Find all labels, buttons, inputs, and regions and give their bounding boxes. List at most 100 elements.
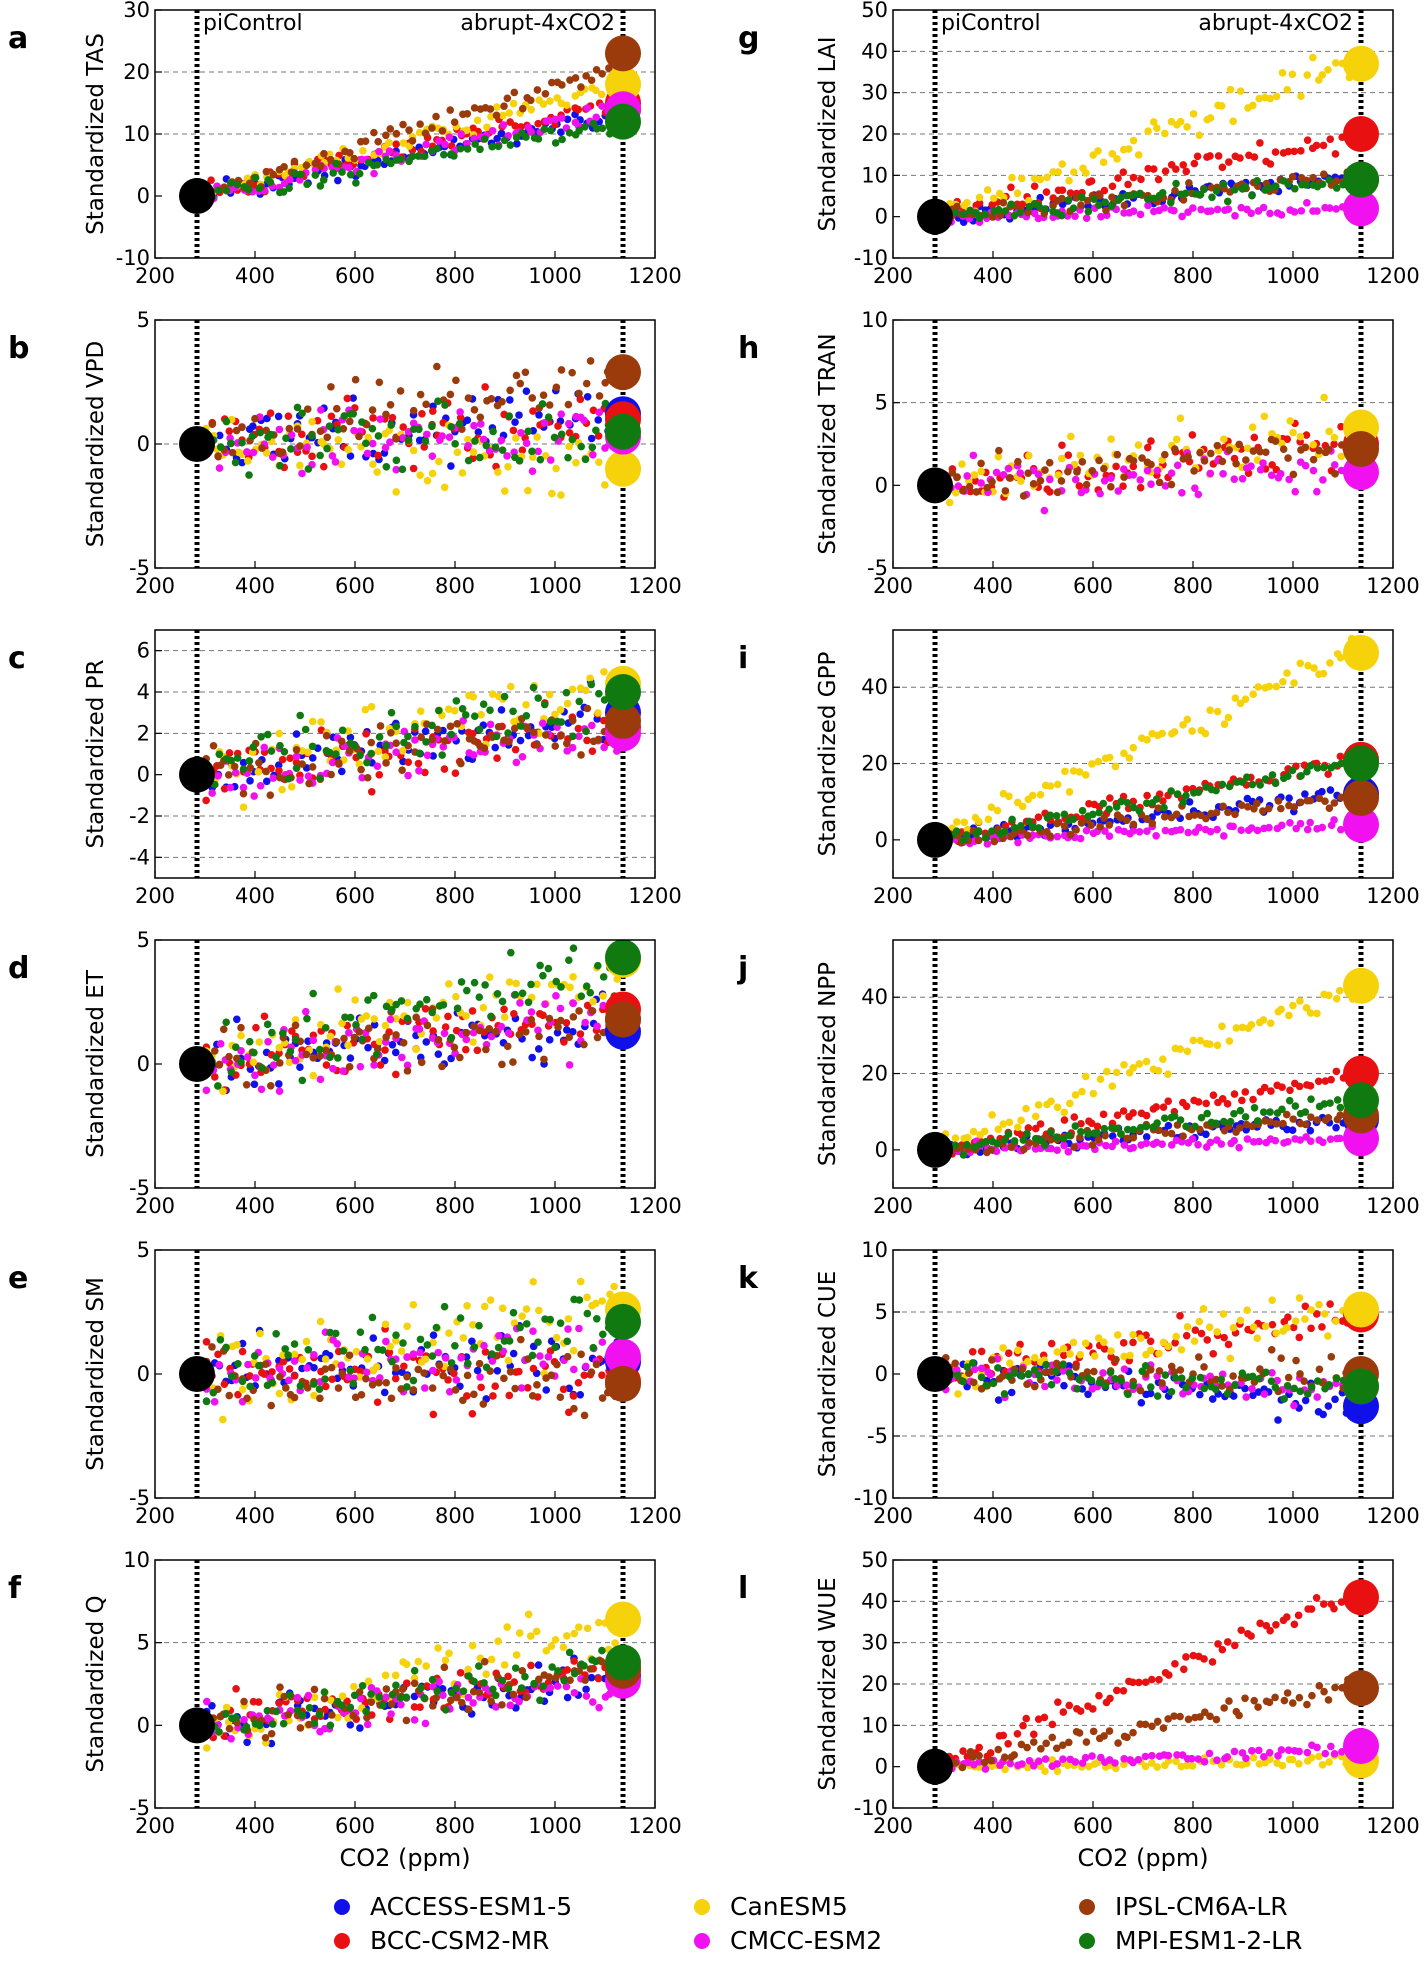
data-point	[1114, 826, 1123, 834]
data-point	[1306, 1137, 1315, 1146]
data-point	[598, 102, 606, 110]
data-point	[522, 711, 531, 720]
data-point	[1188, 727, 1196, 735]
data-point	[1147, 460, 1155, 469]
data-point	[458, 704, 467, 713]
data-point	[355, 432, 363, 441]
data-point	[280, 163, 288, 171]
data-point	[523, 1384, 532, 1392]
data-point	[322, 1061, 331, 1069]
data-point	[439, 743, 448, 751]
data-point	[222, 1703, 231, 1712]
data-point	[367, 749, 375, 758]
data-point	[346, 733, 355, 742]
data-point	[452, 1376, 461, 1384]
data-point	[521, 1028, 530, 1036]
data-point	[515, 1697, 523, 1706]
data-point	[954, 482, 963, 490]
data-point	[1069, 815, 1078, 823]
data-point	[540, 1055, 548, 1064]
data-point	[392, 1031, 400, 1039]
data-point	[1160, 450, 1169, 459]
x-tick-label: 200	[135, 1504, 175, 1528]
data-point	[548, 489, 556, 498]
y-tick-label: -4	[129, 845, 150, 869]
data-point	[282, 434, 290, 443]
data-point	[1318, 71, 1327, 79]
y-tick-label: 5	[875, 1300, 888, 1324]
data-point	[1223, 197, 1232, 206]
data-point	[305, 1703, 314, 1712]
data-point	[498, 1304, 507, 1313]
data-point	[588, 443, 597, 452]
data-point	[433, 725, 442, 734]
data-point	[1321, 797, 1329, 806]
data-point	[557, 983, 565, 991]
data-point	[1301, 443, 1310, 452]
data-point	[428, 1384, 437, 1392]
y-tick-label: 20	[861, 122, 888, 146]
data-point	[445, 1329, 453, 1337]
data-point	[512, 133, 521, 142]
data-point	[382, 463, 391, 471]
data-point	[1129, 1143, 1138, 1152]
data-point	[1212, 187, 1221, 195]
data-point	[303, 180, 311, 189]
data-point	[1043, 173, 1051, 182]
data-point	[489, 690, 497, 699]
data-point	[267, 747, 276, 755]
data-point	[225, 749, 234, 757]
data-point	[1143, 791, 1151, 800]
data-point	[428, 721, 436, 730]
data-point	[1129, 1133, 1138, 1142]
data-point	[542, 1647, 551, 1655]
data-point	[1171, 1338, 1179, 1347]
picontrol-marker	[917, 821, 953, 858]
data-point	[320, 149, 328, 158]
points-layer	[202, 944, 622, 1096]
data-point	[208, 1701, 216, 1710]
data-point	[569, 732, 577, 741]
data-point	[428, 469, 437, 478]
data-point	[227, 1372, 236, 1381]
data-point	[1045, 475, 1054, 484]
data-point	[1106, 1694, 1114, 1703]
data-point	[310, 1719, 319, 1727]
data-point	[539, 1360, 547, 1368]
data-point	[357, 1391, 366, 1399]
data-point	[1010, 829, 1019, 838]
x-tick-label: 1200	[1366, 1504, 1419, 1528]
data-point	[570, 1689, 579, 1697]
data-point	[492, 1703, 500, 1711]
data-point	[1238, 474, 1247, 483]
data-point	[1096, 489, 1104, 498]
data-point	[1170, 728, 1179, 736]
data-point	[458, 1698, 466, 1707]
data-point	[1078, 1087, 1086, 1096]
data-point	[420, 1693, 428, 1702]
data-point	[1019, 1721, 1027, 1730]
data-point	[345, 747, 354, 755]
data-point	[1301, 790, 1309, 798]
data-point	[526, 96, 535, 105]
data-point	[1029, 1730, 1038, 1739]
data-point	[326, 1721, 335, 1730]
data-point	[1262, 1368, 1270, 1377]
data-point	[1120, 1365, 1129, 1373]
data-point	[447, 462, 455, 470]
data-point	[1267, 471, 1276, 480]
data-point	[1108, 150, 1117, 158]
data-point	[210, 1047, 219, 1055]
x-tick-label: 200	[135, 884, 175, 908]
data-point	[316, 1075, 325, 1084]
data-point	[566, 1676, 574, 1684]
data-point	[974, 827, 983, 835]
panel-letter: f	[8, 1571, 22, 1606]
data-point	[1237, 203, 1246, 212]
data-point	[281, 1384, 290, 1392]
data-point	[238, 1339, 247, 1348]
data-point	[387, 1710, 395, 1718]
data-point	[476, 1026, 484, 1035]
